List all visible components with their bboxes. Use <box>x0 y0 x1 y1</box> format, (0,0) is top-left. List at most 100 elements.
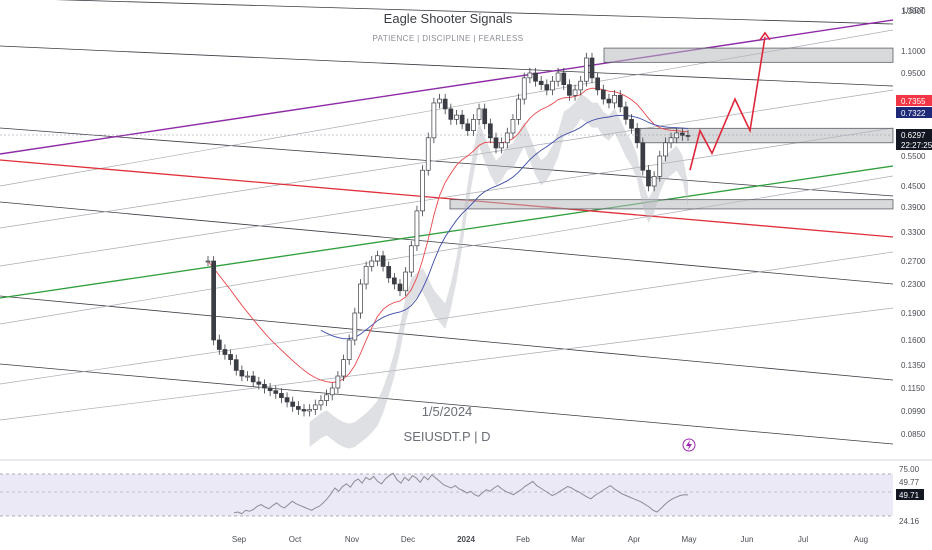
candle <box>663 137 668 162</box>
candle <box>205 256 211 267</box>
price-tick-label: 0.3300 <box>901 228 926 237</box>
fan-line <box>0 127 894 267</box>
candle <box>380 250 386 272</box>
candle <box>499 137 504 154</box>
candle <box>239 365 245 382</box>
candlestick-series <box>205 52 691 417</box>
candle <box>318 395 324 411</box>
candle <box>346 334 352 365</box>
candle <box>352 307 358 346</box>
candle <box>629 114 634 134</box>
candle <box>341 354 346 382</box>
price-tag <box>896 129 932 140</box>
fan-line <box>0 89 894 229</box>
lightning-icon[interactable] <box>682 438 696 452</box>
price-zone <box>449 199 894 210</box>
candle <box>612 90 617 109</box>
time-tick-label: Nov <box>345 535 359 544</box>
candle <box>488 118 493 144</box>
chart-title: Eagle Shooter Signals <box>384 11 513 26</box>
price-tick-label: 0.1350 <box>901 361 926 370</box>
candle <box>459 109 465 130</box>
channel-lines <box>0 0 894 445</box>
candle <box>516 93 521 125</box>
candle <box>256 376 262 390</box>
candle <box>392 272 397 290</box>
support-line <box>0 165 894 299</box>
candle <box>674 127 680 144</box>
candle <box>369 256 375 272</box>
candle <box>561 67 567 91</box>
candle <box>448 103 454 125</box>
candle <box>425 132 431 176</box>
candle <box>600 84 606 105</box>
candle <box>307 404 312 417</box>
price-tick-label: 0.3900 <box>901 203 926 212</box>
candle <box>228 349 233 365</box>
price-tick-label: 22:27:25 <box>901 141 932 150</box>
symbol-label: SEIUSDT.P | D <box>404 429 491 444</box>
candle <box>437 93 442 109</box>
candle <box>482 103 488 130</box>
candle <box>335 371 341 394</box>
candle <box>595 72 600 96</box>
rsi-tick-label: 75.00 <box>899 465 920 474</box>
axis-unit: USDT <box>903 6 925 15</box>
candle <box>550 75 555 96</box>
candle <box>555 67 561 87</box>
candle <box>510 114 516 139</box>
candle <box>363 261 369 290</box>
candle <box>375 250 380 267</box>
candle <box>329 383 335 401</box>
rsi-tick-label: 49.71 <box>899 491 920 500</box>
time-tick-label: Mar <box>571 535 585 544</box>
fan-line <box>0 251 894 385</box>
candle <box>408 240 414 278</box>
candle <box>233 354 239 376</box>
ema-fast-line <box>207 87 689 383</box>
candle <box>273 385 279 399</box>
channel-line <box>0 363 894 445</box>
candle <box>521 72 527 105</box>
candle <box>493 132 499 154</box>
candle <box>397 279 403 297</box>
candle <box>578 75 584 96</box>
price-tag <box>896 107 932 118</box>
rsi-band <box>0 474 893 516</box>
rsi-axis[interactable]: 75.00 49.77 49.71 24.16 <box>896 465 924 526</box>
candle <box>267 383 273 397</box>
price-tick-label: 0.1900 <box>901 309 926 318</box>
time-tick-label: Aug <box>854 535 868 544</box>
projection-path <box>689 31 771 171</box>
channel-line <box>0 45 894 87</box>
candle <box>454 109 459 125</box>
candle <box>431 97 437 144</box>
channel-top-line <box>0 19 894 155</box>
candle <box>476 103 482 125</box>
ichimoku-cloud <box>309 93 688 449</box>
time-tick-label: Sep <box>232 535 247 544</box>
candle <box>544 79 550 96</box>
candle <box>279 388 284 404</box>
channel-line <box>0 295 894 381</box>
candle <box>584 52 589 87</box>
price-tick-label: 0.7322 <box>901 109 926 118</box>
time-tick-label: Dec <box>401 535 415 544</box>
price-tick-label: 0.1150 <box>901 384 925 393</box>
candle <box>301 404 307 417</box>
price-zone <box>639 127 894 144</box>
candle <box>640 137 646 176</box>
price-tick-label: 0.5500 <box>901 152 926 161</box>
price-tick-label: 0.9500 <box>901 69 926 78</box>
price-tag <box>896 95 932 106</box>
time-axis[interactable]: Sep Oct Nov Dec 2024 Feb Mar Apr May Jun Jul Aug <box>232 535 868 544</box>
date-marker: 1/5/2024 <box>422 404 473 419</box>
candle <box>312 399 318 415</box>
price-tick-label: 0.2700 <box>901 257 926 266</box>
rsi-pane <box>0 472 893 517</box>
rsi-line <box>233 472 689 515</box>
price-axis[interactable]: USDT 1.3000 1.1000 0.9500 0.7355 0.7322 0.629… <box>0 6 932 439</box>
candle <box>527 67 533 84</box>
candle <box>567 79 572 101</box>
